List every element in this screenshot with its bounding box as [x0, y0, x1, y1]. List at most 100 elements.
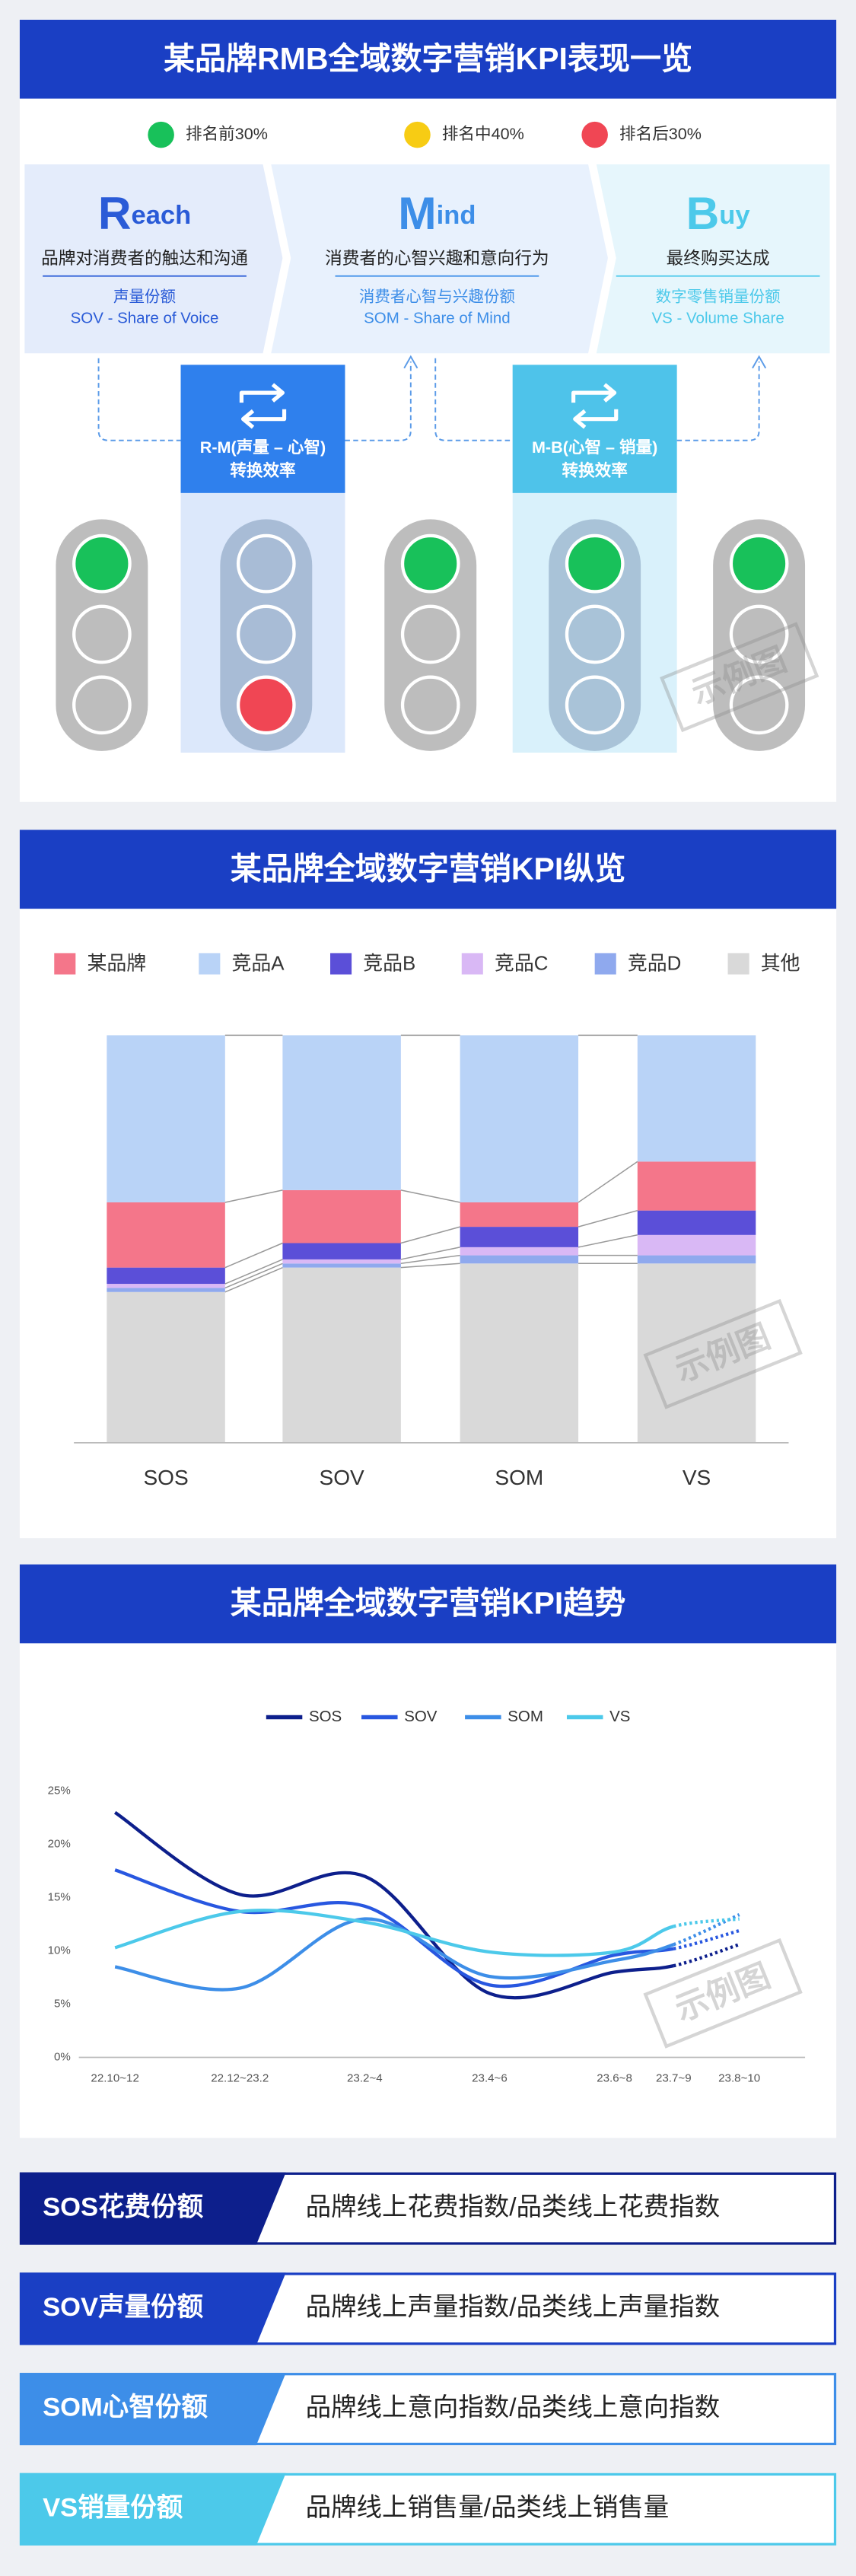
stage-metric: 数字零售销量份额 — [656, 288, 781, 305]
swap-icon — [571, 383, 619, 429]
stage-panel — [596, 164, 830, 354]
bar-segment — [637, 1255, 756, 1264]
stage-initial: R — [98, 187, 132, 239]
series-line-forecast — [673, 1928, 740, 1950]
stage-title-rest: uy — [719, 201, 750, 230]
bar-segment — [107, 1202, 225, 1268]
definition-formula: 品牌线上销售量/品类线上销售量 — [306, 2494, 670, 2522]
stage-desc: 消费者的心智兴趣和意向行为 — [325, 248, 549, 268]
bar-segment — [637, 1210, 756, 1235]
stage-metric-full: SOV - Share of Voice — [71, 309, 219, 326]
header — [19, 1564, 837, 1644]
stage-title-rest: each — [131, 201, 191, 230]
light-off — [236, 533, 296, 594]
y-tick-label: 25% — [48, 1785, 71, 1797]
legend-label: VS — [609, 1708, 630, 1725]
definition-label-bg — [19, 2373, 286, 2446]
connector-line — [400, 1247, 460, 1260]
legend-label: 排名前30% — [186, 124, 268, 143]
bar-segment — [460, 1035, 579, 1202]
definition-name: VS销量份额 — [43, 2493, 183, 2522]
y-tick-label: 0% — [54, 2050, 71, 2063]
light-on — [729, 533, 789, 594]
bar-segment — [637, 1035, 756, 1162]
chart-title: 某品牌全域数字营销KPI趋势 — [231, 1586, 626, 1621]
light-off — [72, 604, 132, 664]
definition-label-bg — [19, 2172, 286, 2245]
bar-segment — [282, 1243, 401, 1259]
light-on — [565, 533, 625, 594]
legend-swatch — [199, 953, 221, 975]
chart-title: 某品牌全域数字营销KPI纵览 — [231, 851, 626, 886]
bar-segment — [637, 1263, 756, 1443]
legend-label: 竞品A — [231, 952, 285, 974]
arrow-head — [752, 355, 767, 369]
link-label: M-B(心智 – 销量) — [532, 438, 657, 457]
stage-title: Mind — [398, 187, 476, 239]
arrow-head — [403, 355, 418, 369]
stage-metric: 消费者心智与兴趣份额 — [359, 288, 515, 305]
bar-segment — [282, 1267, 401, 1443]
legend-label: 某品牌 — [87, 952, 146, 974]
bar-segment — [460, 1255, 579, 1264]
y-tick-label: 10% — [48, 1944, 71, 1957]
definition-formula: 品牌线上花费指数/品类线上花费指数 — [306, 2193, 721, 2221]
connector-line — [578, 1234, 638, 1248]
bar-segment — [637, 1234, 756, 1256]
definition-name: SOV声量份额 — [43, 2293, 204, 2322]
legend-label: SOS — [309, 1708, 342, 1725]
connector-line — [224, 1189, 283, 1203]
link-label: 转换效率 — [562, 460, 628, 479]
x-tick-label: 23.4~6 — [472, 2072, 508, 2085]
bar-segment — [107, 1035, 225, 1202]
link-label: 转换效率 — [230, 460, 295, 479]
stage-initial: M — [398, 187, 436, 239]
definition-label-bg — [19, 2272, 286, 2345]
connector-line — [224, 1259, 283, 1285]
light-off — [729, 604, 789, 664]
x-tick-label: VS — [683, 1466, 711, 1489]
light-off — [400, 675, 460, 735]
watermark-frame — [643, 1938, 803, 2049]
link-box — [180, 365, 345, 493]
light-off — [236, 604, 296, 664]
connector-line — [400, 1254, 460, 1265]
definition-name: SOM心智份额 — [43, 2393, 208, 2422]
bar-segment — [460, 1247, 579, 1256]
legend-label: SOV — [404, 1708, 438, 1725]
section-title: 某品牌RMB全域数字营销KPI表现一览 — [164, 41, 692, 76]
stage-title-rest: ind — [437, 201, 476, 230]
y-tick-label: 15% — [48, 1891, 71, 1904]
bar-segment — [107, 1267, 225, 1285]
x-tick-label: 23.8~10 — [718, 2072, 760, 2085]
light-off — [565, 675, 625, 735]
header — [19, 829, 837, 909]
watermark-frame — [660, 622, 819, 733]
legend-dot — [148, 121, 174, 148]
x-tick-label: SOV — [320, 1466, 365, 1489]
bar-segment — [107, 1288, 225, 1292]
light-on — [400, 533, 460, 594]
swap-icon — [239, 383, 287, 429]
x-tick-label: 23.2~4 — [347, 2072, 383, 2085]
watermark-frame — [643, 1298, 803, 1409]
stage-desc: 最终购买达成 — [667, 248, 770, 268]
light-on — [72, 533, 132, 594]
link-box — [512, 365, 677, 493]
card — [19, 1564, 837, 2138]
bar-segment — [282, 1035, 401, 1190]
series-line-forecast — [673, 1943, 740, 1968]
legend-label: 其他 — [761, 952, 800, 974]
bar-segment — [282, 1189, 401, 1243]
legend-label: SOM — [508, 1708, 543, 1725]
legend-label: 竞品B — [363, 952, 415, 974]
light-off — [400, 604, 460, 664]
legend-swatch — [594, 953, 616, 975]
connector-line — [224, 1242, 283, 1269]
stage-title: Buy — [686, 187, 751, 239]
light-off — [72, 675, 132, 735]
stage-metric-full: VS - Volume Share — [651, 309, 784, 326]
stage-metric: 声量份额 — [113, 288, 176, 305]
bar-segment — [107, 1291, 225, 1443]
